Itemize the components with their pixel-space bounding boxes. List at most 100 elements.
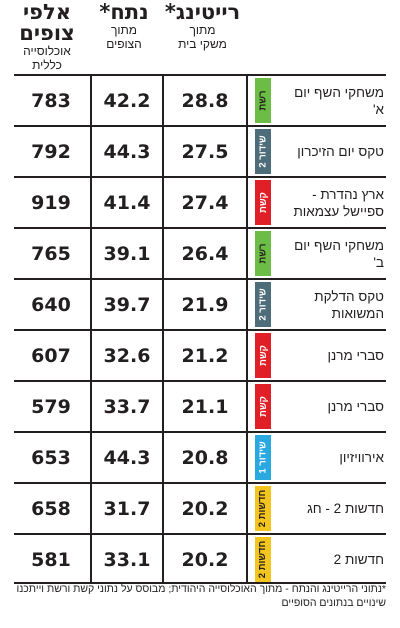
channel-cell: רשת bbox=[246, 229, 278, 278]
channel-badge: חדשות 2 bbox=[255, 486, 271, 531]
viewers-value: 640 bbox=[31, 293, 71, 316]
program-name: משחקי השף יום ב' bbox=[294, 237, 384, 270]
viewers-value: 653 bbox=[31, 446, 71, 469]
viewers-value: 579 bbox=[31, 395, 71, 418]
channel-badge: רשת bbox=[255, 78, 271, 123]
program-name: משחקי השף יום א' bbox=[294, 84, 384, 117]
share-value: 44.3 bbox=[90, 127, 162, 176]
table-row: 792 44.3 27.5 שידור 2 טקס יום הזיכרון bbox=[14, 125, 386, 176]
channel-badge: שידור 1 bbox=[255, 435, 271, 480]
program-cell: חדשות 2 - חג bbox=[280, 484, 386, 533]
share-value: 39.7 bbox=[90, 280, 162, 329]
viewers-value: 792 bbox=[31, 140, 71, 163]
program-cell: אירוויזיון bbox=[280, 433, 386, 482]
channel-label: שידור 1 bbox=[257, 441, 269, 474]
channel-cell: שידור 1 bbox=[246, 433, 278, 482]
program-cell: סברי מרנן bbox=[280, 382, 386, 431]
channel-label: שידור 2 bbox=[257, 288, 269, 321]
rating-value: 20.2 bbox=[162, 535, 246, 584]
rating-value: 27.4 bbox=[162, 178, 246, 227]
program-cell: טקס הדלקת המשואות bbox=[280, 280, 386, 329]
share-value: 33.1 bbox=[90, 535, 162, 584]
viewers-value: 765 bbox=[31, 242, 71, 265]
rating-header-sub2: משקי בית bbox=[178, 37, 227, 51]
rating-value: 21.1 bbox=[162, 382, 246, 431]
table-row: 765 39.1 26.4 רשת משחקי השף יום ב' bbox=[14, 227, 386, 278]
channel-label: קשת bbox=[257, 192, 269, 213]
table-row: 653 44.3 20.8 שידור 1 אירוויזיון bbox=[14, 431, 386, 482]
program-cell: ארץ נהדרת - ספיישל עצמאות bbox=[280, 178, 386, 227]
viewers-header-sub1: אוכלוסייה bbox=[23, 44, 71, 58]
table-row: 607 32.6 21.2 קשת סברי מרנן bbox=[14, 329, 386, 380]
program-cell: חדשות 2 bbox=[280, 535, 386, 584]
channel-label: קשת bbox=[257, 396, 269, 417]
program-cell: סברי מרנן bbox=[280, 331, 386, 380]
table-row: 581 33.1 20.2 חדשות 2 חדשות 2 bbox=[14, 533, 386, 584]
viewers-value: 658 bbox=[31, 497, 71, 520]
channel-cell: חדשות 2 bbox=[246, 535, 278, 584]
table-row: 658 31.7 20.2 חדשות 2 חדשות 2 - חג bbox=[14, 482, 386, 533]
rating-value: 27.5 bbox=[162, 127, 246, 176]
table-row: 579 33.7 21.1 קשת סברי מרנן bbox=[14, 380, 386, 431]
channel-cell: שידור 2 bbox=[246, 127, 278, 176]
viewers-value: 783 bbox=[31, 89, 71, 112]
channel-badge: קשת bbox=[255, 180, 271, 225]
share-column-header: נתח* מתוך הצופים bbox=[88, 0, 160, 52]
program-cell: טקס יום הזיכרון bbox=[280, 127, 386, 176]
program-name: סברי מרנן bbox=[327, 348, 384, 363]
channel-label: חדשות 2 bbox=[257, 489, 269, 528]
channel-badge: שידור 2 bbox=[255, 129, 271, 174]
rating-column-header: רייטינג* מתוך משקי בית bbox=[160, 0, 245, 52]
share-value: 44.3 bbox=[90, 433, 162, 482]
program-name: סברי מרנן bbox=[327, 399, 384, 414]
channel-cell: קשת bbox=[246, 382, 278, 431]
rating-value: 21.2 bbox=[162, 331, 246, 380]
program-name: טקס הדלקת המשואות bbox=[314, 288, 384, 321]
channel-cell: קשת bbox=[246, 178, 278, 227]
channel-badge: חדשות 2 bbox=[255, 537, 271, 582]
rating-value: 26.4 bbox=[162, 229, 246, 278]
viewers-header-title2: צופים bbox=[19, 21, 75, 45]
program-name: ארץ נהדרת - ספיישל עצמאות bbox=[293, 186, 384, 219]
table-row: 640 39.7 21.9 שידור 2 טקס הדלקת המשואות bbox=[14, 278, 386, 329]
channel-cell: חדשות 2 bbox=[246, 484, 278, 533]
share-header-sub2: הצופים bbox=[106, 37, 142, 51]
share-value: 32.6 bbox=[90, 331, 162, 380]
channel-badge: קשת bbox=[255, 384, 271, 429]
channel-label: חדשות 2 bbox=[257, 540, 269, 579]
viewers-column-header: אלפי צופים אוכלוסייה כללית bbox=[6, 0, 88, 73]
channel-badge: שידור 2 bbox=[255, 282, 271, 327]
channel-label: קשת bbox=[257, 345, 269, 366]
share-value: 41.4 bbox=[90, 178, 162, 227]
rating-value: 28.8 bbox=[162, 76, 246, 125]
share-header-title: נתח* bbox=[99, 0, 149, 24]
channel-cell: רשת bbox=[246, 76, 278, 125]
rating-header-sub1: מתוך bbox=[189, 23, 216, 37]
viewers-value: 607 bbox=[31, 344, 71, 367]
program-name: חדשות 2 bbox=[333, 552, 384, 567]
viewers-header-sub2: כללית bbox=[32, 58, 62, 72]
table-row: 919 41.4 27.4 קשת ארץ נהדרת - ספיישל עצמאות bbox=[14, 176, 386, 227]
program-cell: משחקי השף יום א' bbox=[280, 76, 386, 125]
share-value: 33.7 bbox=[90, 382, 162, 431]
table-header: רייטינג* מתוך משקי בית נתח* מתוך הצופים … bbox=[0, 0, 400, 82]
share-value: 42.2 bbox=[90, 76, 162, 125]
viewers-header-title1: אלפי bbox=[23, 0, 71, 24]
share-value: 31.7 bbox=[90, 484, 162, 533]
footnote: *נתוני הרייטינג והנתח - מתוך האוכלוסייה … bbox=[16, 583, 386, 609]
program-name: טקס יום הזיכרון bbox=[297, 144, 384, 159]
share-header-sub1: מתוך bbox=[110, 23, 138, 37]
rating-value: 20.8 bbox=[162, 433, 246, 482]
channel-label: שידור 2 bbox=[257, 135, 269, 168]
channel-badge: רשת bbox=[255, 231, 271, 276]
rating-header-title: רייטינג* bbox=[164, 0, 241, 24]
channel-label: רשת bbox=[257, 90, 269, 111]
channel-label: רשת bbox=[257, 243, 269, 264]
program-cell: משחקי השף יום ב' bbox=[280, 229, 386, 278]
ratings-table: 783 42.2 28.8 רשת משחקי השף יום א' 792 44.3 27.… bbox=[14, 74, 386, 584]
program-name: חדשות 2 - חג bbox=[307, 501, 384, 516]
rating-value: 20.2 bbox=[162, 484, 246, 533]
table-row: 783 42.2 28.8 רשת משחקי השף יום א' bbox=[14, 74, 386, 125]
rating-value: 21.9 bbox=[162, 280, 246, 329]
channel-cell: קשת bbox=[246, 331, 278, 380]
